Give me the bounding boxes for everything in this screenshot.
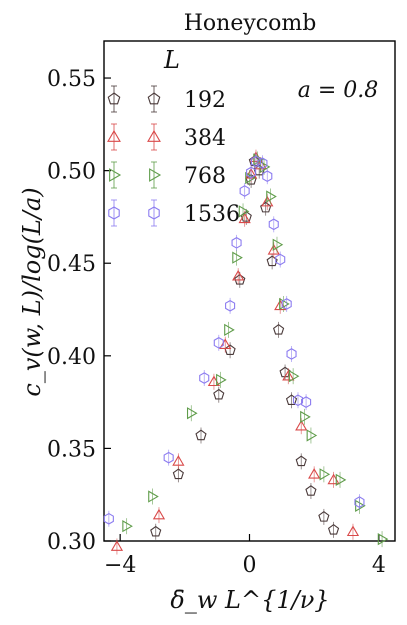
data-point: [239, 185, 250, 197]
data-point: [295, 419, 308, 431]
data-point: [172, 468, 184, 480]
data-point: [224, 323, 235, 337]
data-point: [354, 496, 365, 508]
data-point: [288, 370, 300, 383]
x-tick-label: 0: [243, 553, 257, 578]
data-point: [286, 348, 297, 360]
legend-marker-1536: [148, 206, 160, 220]
data-point: [327, 524, 340, 535]
chart-title: Honeycomb: [184, 11, 317, 36]
x-tick-label: −4: [104, 553, 136, 578]
data-point: [238, 205, 250, 218]
data-point: [231, 237, 242, 249]
y-axis: 0.30 0.35 0.40 0.45 0.50 0.55: [47, 67, 111, 555]
data-point: [262, 170, 273, 183]
series-1536: [103, 153, 365, 527]
data-points: [103, 149, 389, 555]
data-point: [355, 499, 366, 512]
legend-marker-192: [107, 92, 121, 105]
data-point: [275, 253, 286, 266]
data-point: [272, 238, 284, 251]
data-point: [318, 511, 330, 522]
data-point: [295, 455, 307, 467]
data-point: [219, 338, 232, 350]
data-point: [245, 171, 256, 185]
data-point: [150, 525, 162, 537]
data-point: [172, 455, 185, 466]
series-768: [122, 151, 389, 548]
data-point: [199, 372, 210, 384]
annotation-a: a = 0.8: [298, 78, 379, 103]
legend: L 192 384 768 1536: [107, 46, 240, 227]
data-point: [305, 485, 317, 496]
y-tick-label: 0.30: [47, 530, 96, 555]
legend-marker-768: [149, 168, 162, 182]
legend-marker-192: [147, 92, 161, 105]
data-point: [110, 540, 124, 551]
data-point: [213, 388, 225, 400]
data-point: [238, 212, 251, 224]
data-point: [301, 396, 312, 408]
y-axis-label: c_v(w, L)/log(L/a): [18, 187, 46, 396]
legend-title: L: [163, 46, 180, 74]
y-tick-label: 0.40: [47, 345, 96, 370]
data-point: [285, 394, 298, 406]
data-point: [281, 298, 292, 310]
data-point: [377, 533, 389, 546]
data-point: [306, 429, 318, 442]
y-tick-label: 0.50: [47, 160, 96, 185]
data-point: [346, 525, 360, 537]
data-point: [268, 218, 279, 231]
data-point: [274, 299, 287, 311]
x-tick-label: 4: [372, 553, 386, 578]
legend-marker-384: [147, 129, 161, 142]
plot-area: [103, 40, 396, 542]
legend-marker-1536: [108, 206, 120, 220]
data-point: [213, 337, 224, 349]
data-point: [279, 297, 290, 311]
legend-label-1536: 1536: [184, 202, 240, 227]
data-point: [152, 508, 166, 520]
data-point: [103, 512, 114, 525]
legend-marker-384: [107, 129, 121, 142]
data-point: [234, 274, 246, 285]
y-tick-label: 0.55: [47, 67, 96, 92]
data-point: [266, 190, 277, 203]
data-point: [308, 468, 321, 479]
data-point: [148, 490, 159, 503]
data-point: [163, 451, 174, 464]
x-axis-label: δ̄_w L^{1/ν}: [170, 586, 329, 614]
data-point: [319, 468, 331, 481]
data-point: [273, 324, 285, 335]
data-point: [186, 407, 198, 420]
data-point: [232, 269, 245, 281]
data-point: [257, 157, 268, 170]
data-point: [292, 394, 304, 407]
x-axis: −4 0 4: [104, 534, 386, 578]
data-point: [122, 520, 133, 533]
data-point: [267, 243, 280, 255]
y-tick-label: 0.45: [47, 252, 96, 277]
legend-label-192: 192: [184, 88, 226, 113]
data-point: [246, 166, 257, 179]
data-point: [300, 410, 311, 424]
legend-label-384: 384: [184, 126, 226, 151]
legend-marker-768: [109, 168, 122, 182]
data-point: [195, 429, 207, 441]
data-point: [225, 299, 236, 312]
data-point: [216, 373, 227, 387]
data-point: [282, 369, 295, 381]
legend-label-768: 768: [184, 164, 226, 189]
data-point: [335, 473, 347, 487]
data-point: [261, 195, 274, 207]
y-tick-label: 0.35: [47, 437, 96, 462]
data-point: [232, 251, 243, 264]
